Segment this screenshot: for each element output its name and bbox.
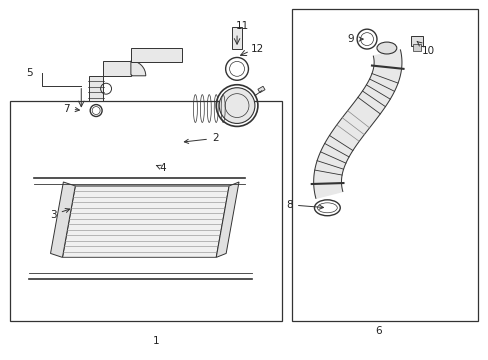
Wedge shape (131, 61, 145, 76)
Text: 8: 8 (286, 200, 323, 210)
Text: 5: 5 (26, 68, 33, 78)
Text: 1: 1 (152, 336, 159, 346)
Bar (412, 44, 420, 51)
Polygon shape (62, 186, 229, 257)
Bar (291, 9, 477, 321)
Ellipse shape (376, 42, 396, 54)
Text: 4: 4 (156, 163, 165, 173)
Text: 6: 6 (375, 326, 382, 336)
Bar (410, 36, 422, 46)
Polygon shape (50, 182, 75, 257)
Bar (257, 86, 264, 93)
Polygon shape (89, 76, 103, 100)
Bar (10, 100, 281, 321)
Circle shape (219, 88, 254, 123)
Text: 9: 9 (347, 34, 363, 44)
Text: 7: 7 (63, 104, 79, 113)
Text: 2: 2 (184, 133, 218, 143)
Text: 10: 10 (416, 41, 434, 56)
Text: 11: 11 (235, 21, 248, 31)
Bar (232, 27, 242, 49)
Polygon shape (103, 61, 131, 76)
Polygon shape (131, 48, 182, 62)
Text: 3: 3 (50, 208, 69, 220)
Polygon shape (313, 50, 401, 198)
Polygon shape (216, 182, 239, 257)
Text: 12: 12 (251, 44, 264, 54)
